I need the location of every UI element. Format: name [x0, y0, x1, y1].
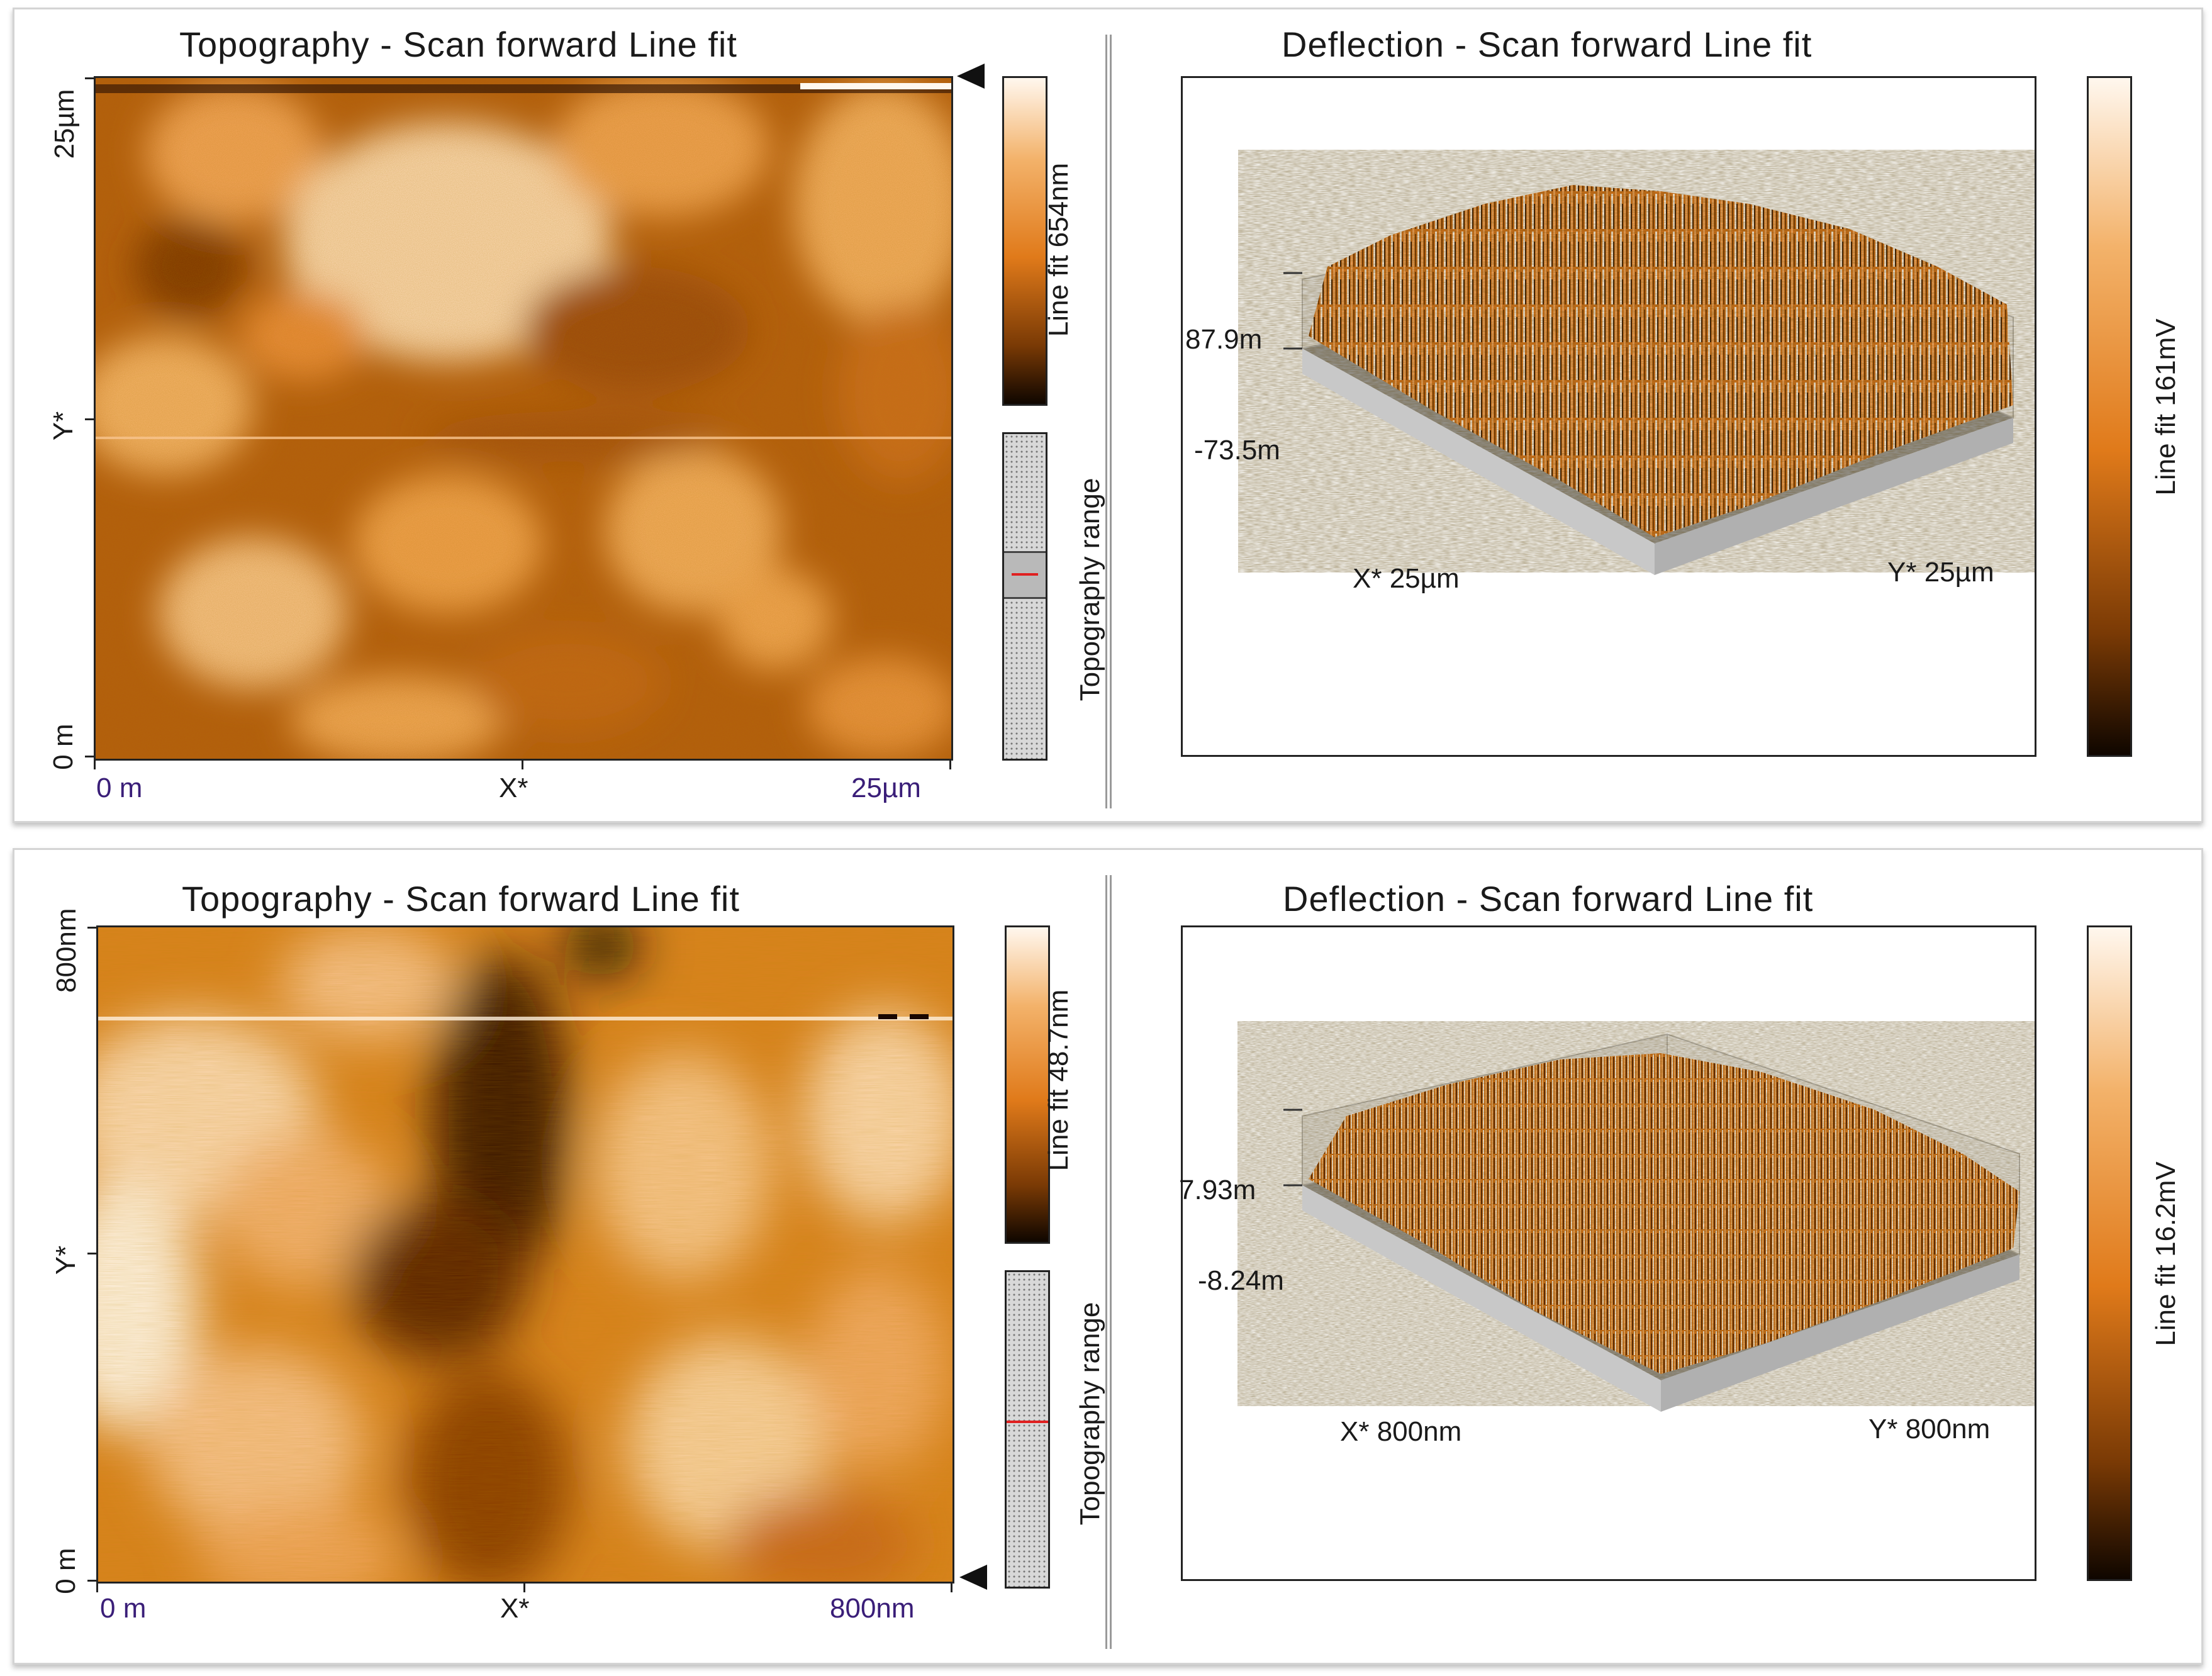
topography-scan-image[interactable]: [94, 76, 953, 761]
range-slider-thumb[interactable]: [1004, 551, 1046, 599]
x-axis-3d-label: X* 25µm: [1353, 563, 1460, 594]
y-tick-mid: [85, 418, 95, 420]
y-tick-top: [87, 927, 98, 929]
z-axis-min-label: -73.5m: [1194, 435, 1280, 466]
z-axis-max-label: 87.9m: [1185, 324, 1263, 355]
panel-divider[interactable]: [1105, 35, 1112, 808]
x-tick-end: [951, 1582, 952, 1592]
deflection-colorbar-label: Line fit 16.2mV: [2150, 1161, 2181, 1346]
y-axis-bottom-label: 0 m: [48, 723, 79, 770]
x-tick-mid: [522, 759, 523, 769]
y-tick-mid: [87, 1253, 98, 1254]
range-marker-line: [1007, 1421, 1048, 1423]
topography-colorbar: [1005, 925, 1050, 1244]
x-axis-start-label: 0 m: [96, 773, 143, 803]
scan-panel-2: Topography - Scan forward Line fit 800nm…: [13, 848, 2203, 1665]
deflection-colorbar: [2087, 76, 2132, 757]
y-axis-top-label: 25µm: [49, 89, 80, 159]
x-axis-start-label: 0 m: [100, 1593, 147, 1624]
y-axis-bottom-label: 0 m: [50, 1548, 81, 1594]
triangle-left-icon[interactable]: [957, 64, 985, 89]
y-tick-top: [85, 77, 95, 79]
x-tick-end: [949, 759, 951, 769]
x-tick-mid: [523, 1582, 525, 1592]
topography-range-label: Topography range: [1075, 1302, 1105, 1526]
scan-panel-1: Topography - Scan forward Line fit 25µm …: [13, 8, 2203, 823]
y-axis-title: Y*: [48, 411, 79, 441]
x-tick-start: [96, 1582, 98, 1592]
deflection-title: Deflection - Scan forward Line fit: [1283, 879, 1814, 919]
y-tick-bottom: [87, 1580, 98, 1582]
y-axis-top-label: 800nm: [51, 908, 82, 993]
x-tick-start: [94, 759, 96, 769]
topography-title: Topography - Scan forward Line fit: [182, 879, 740, 919]
x-axis-title: X*: [500, 1593, 530, 1624]
deflection-3d-plot[interactable]: 7.93m -8.24m X* 800nm Y* 800nm: [1179, 925, 2036, 1581]
x-axis-3d-label: X* 800nm: [1340, 1416, 1462, 1447]
topography-range-label: Topography range: [1075, 478, 1105, 701]
x-axis-end-label: 800nm: [830, 1593, 915, 1624]
topography-range-slider[interactable]: [1002, 432, 1047, 761]
topography-colorbar: [1002, 76, 1047, 406]
x-axis-end-label: 25µm: [851, 773, 921, 803]
y-axis-3d-label: Y* 800nm: [1868, 1414, 1991, 1444]
z-axis-max-label: 7.93m: [1179, 1175, 1256, 1205]
deflection-colorbar: [2087, 925, 2132, 1581]
range-marker-line: [1012, 573, 1038, 576]
triangle-left-icon[interactable]: [959, 1565, 987, 1590]
deflection-title: Deflection - Scan forward Line fit: [1282, 25, 1813, 64]
topography-colorbar-label: Line fit 48.7nm: [1043, 989, 1074, 1171]
y-tick-bottom: [85, 756, 95, 757]
topography-scan-image[interactable]: [96, 925, 954, 1584]
deflection-3d-plot[interactable]: 87.9m -73.5m X* 25µm Y* 25µm: [1181, 76, 2036, 757]
topography-colorbar-label: Line fit 654nm: [1043, 162, 1074, 337]
deflection-colorbar-label: Line fit 161mV: [2150, 318, 2181, 496]
z-axis-min-label: -8.24m: [1198, 1265, 1284, 1296]
y-axis-title: Y*: [50, 1245, 81, 1275]
panel-divider[interactable]: [1105, 875, 1112, 1649]
topography-range-slider[interactable]: [1005, 1270, 1050, 1589]
topography-title: Topography - Scan forward Line fit: [179, 25, 737, 64]
y-axis-3d-label: Y* 25µm: [1887, 557, 1994, 588]
x-axis-title: X*: [499, 773, 528, 803]
